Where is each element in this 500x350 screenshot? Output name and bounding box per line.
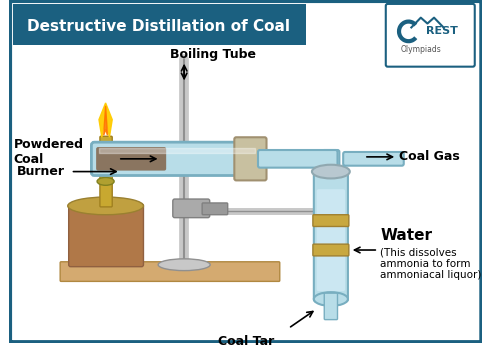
FancyBboxPatch shape: [202, 203, 228, 215]
Ellipse shape: [97, 177, 114, 185]
FancyBboxPatch shape: [92, 142, 248, 175]
FancyBboxPatch shape: [322, 150, 340, 228]
Text: (This dissolves
ammonia to form
ammoniacal liquor): (This dissolves ammonia to form ammoniac…: [380, 247, 482, 280]
Polygon shape: [104, 106, 108, 135]
Text: Powdered
Coal: Powdered Coal: [14, 138, 84, 166]
FancyBboxPatch shape: [96, 147, 166, 170]
FancyBboxPatch shape: [324, 293, 338, 320]
FancyBboxPatch shape: [386, 4, 475, 66]
Text: Destructive Distillation of Coal: Destructive Distillation of Coal: [27, 19, 290, 34]
Text: Coal Tar: Coal Tar: [218, 335, 274, 348]
FancyBboxPatch shape: [100, 136, 112, 207]
FancyBboxPatch shape: [13, 4, 306, 45]
Polygon shape: [99, 103, 112, 137]
FancyBboxPatch shape: [316, 189, 345, 291]
FancyBboxPatch shape: [10, 1, 482, 342]
FancyBboxPatch shape: [68, 204, 144, 267]
FancyBboxPatch shape: [173, 199, 210, 218]
FancyBboxPatch shape: [313, 244, 349, 256]
Ellipse shape: [68, 197, 144, 215]
FancyBboxPatch shape: [314, 169, 348, 302]
Text: Burner: Burner: [16, 165, 64, 178]
Text: Olympiads: Olympiads: [400, 44, 441, 54]
FancyBboxPatch shape: [343, 152, 404, 166]
Text: Boiling Tube: Boiling Tube: [170, 48, 256, 61]
Text: REST: REST: [426, 26, 458, 36]
Ellipse shape: [314, 292, 348, 306]
FancyBboxPatch shape: [60, 262, 280, 281]
Text: Water: Water: [380, 228, 432, 243]
Ellipse shape: [158, 259, 210, 271]
FancyBboxPatch shape: [313, 215, 349, 226]
FancyBboxPatch shape: [258, 150, 338, 168]
Ellipse shape: [312, 165, 350, 178]
FancyBboxPatch shape: [234, 137, 266, 180]
Text: Coal Gas: Coal Gas: [399, 150, 460, 163]
